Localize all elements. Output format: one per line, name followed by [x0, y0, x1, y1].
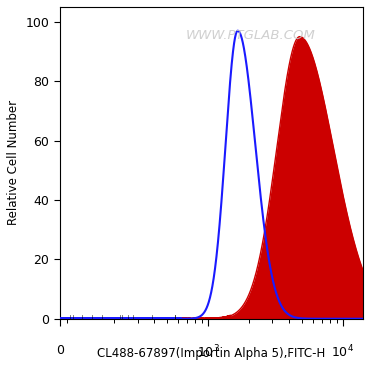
Y-axis label: Relative Cell Number: Relative Cell Number: [7, 100, 20, 225]
Text: $10^4$: $10^4$: [331, 344, 354, 360]
X-axis label: CL488-67897(Importin Alpha 5),FITC-H: CL488-67897(Importin Alpha 5),FITC-H: [97, 347, 326, 360]
Text: WWW.PTGLAB.COM: WWW.PTGLAB.COM: [186, 29, 316, 42]
Text: $10^3$: $10^3$: [196, 344, 219, 360]
Text: 0: 0: [56, 344, 64, 357]
